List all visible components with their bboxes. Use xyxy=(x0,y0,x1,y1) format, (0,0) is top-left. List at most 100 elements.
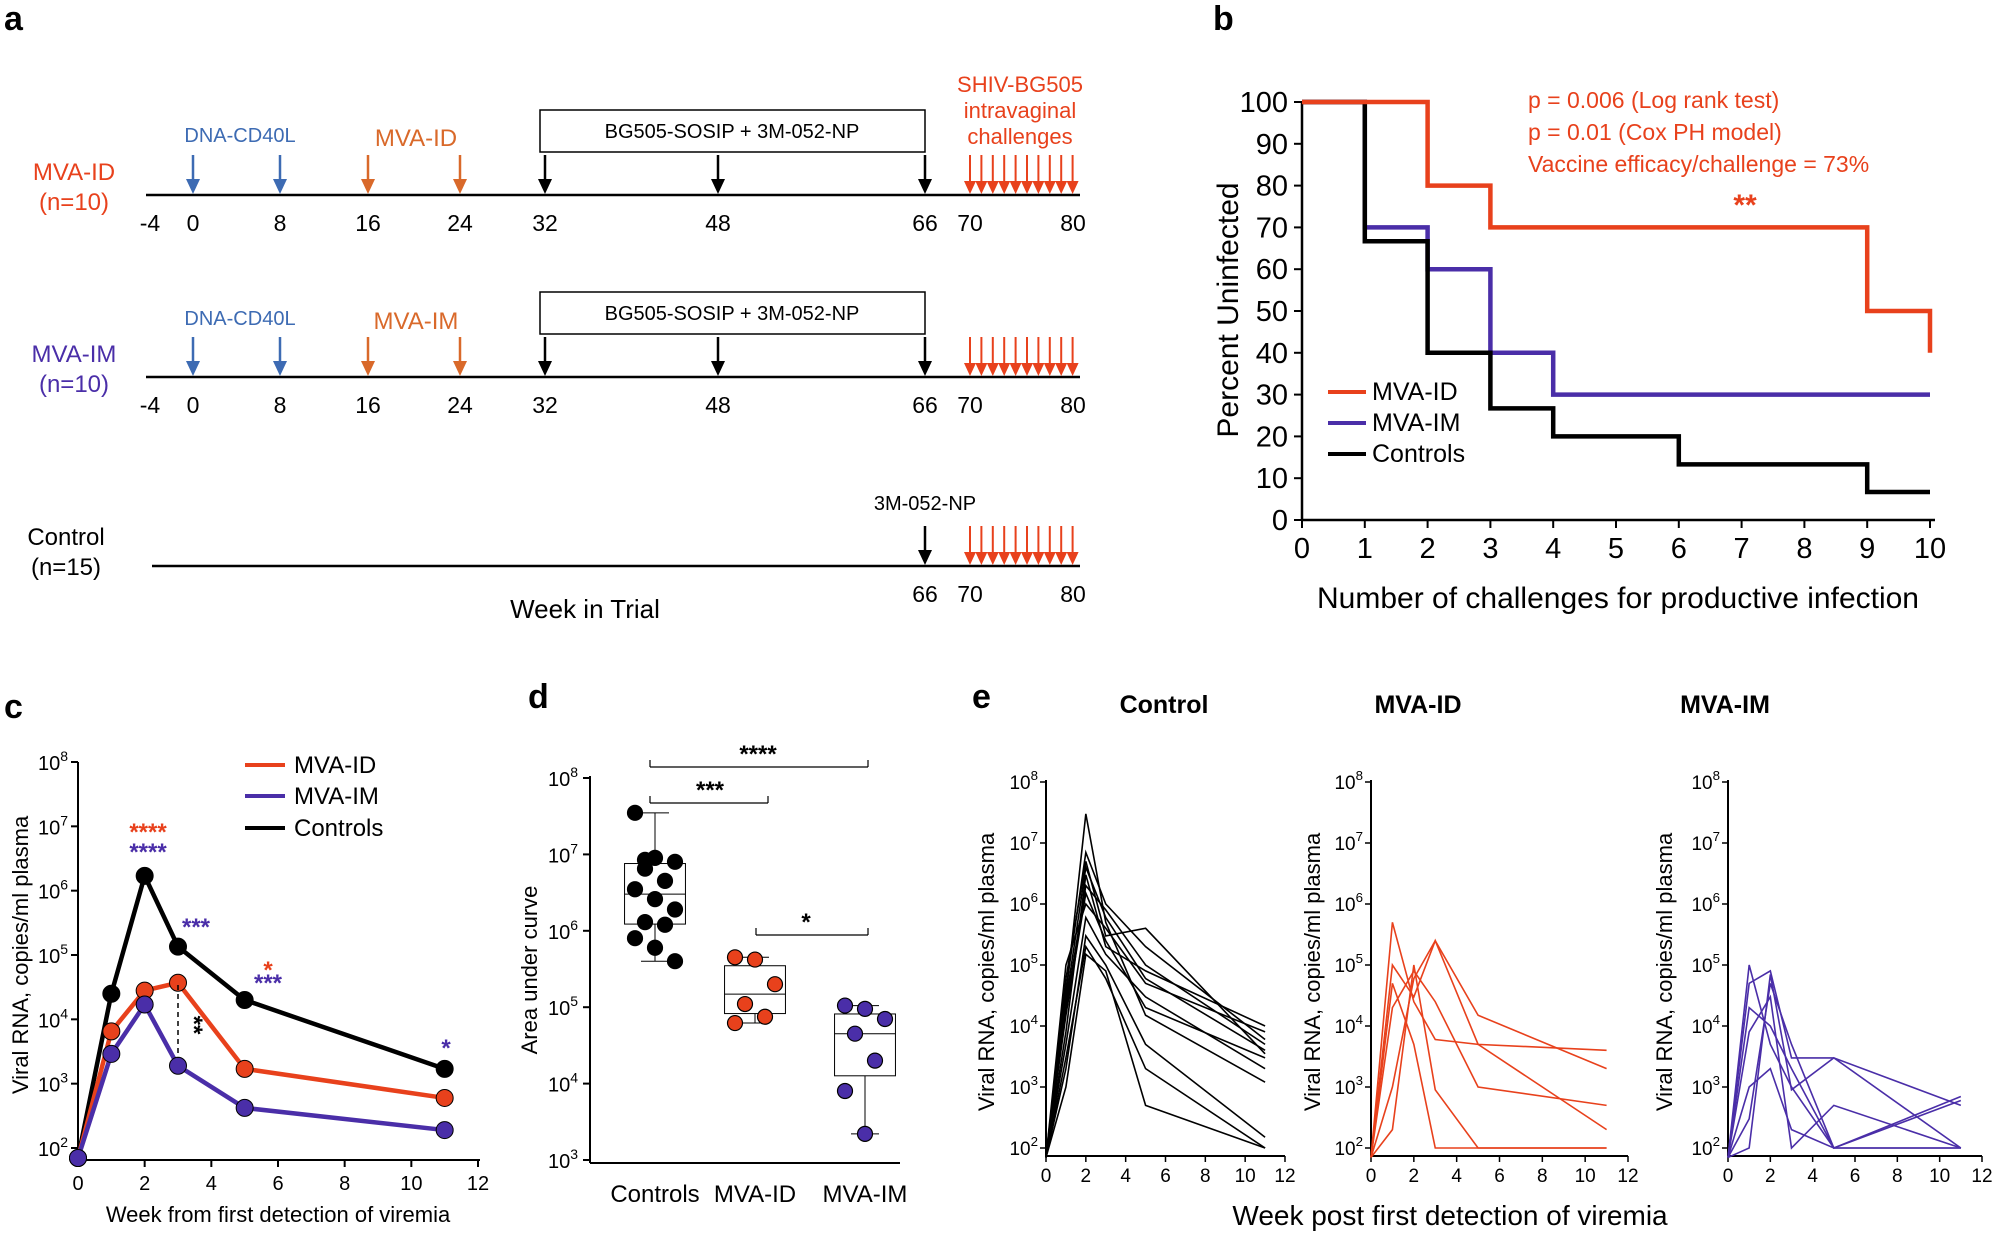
legend-label-controls: Controls xyxy=(1372,440,1465,468)
protein-arrow-head xyxy=(538,179,552,194)
x-tick-label: 12 xyxy=(1274,1166,1295,1187)
row-label-mva-id: MVA-ID xyxy=(33,159,115,186)
arrows xyxy=(186,155,1079,194)
y-tick-label: 106 xyxy=(1334,890,1363,916)
data-point xyxy=(726,949,744,966)
x-tick-label: 1 xyxy=(1357,533,1373,565)
mva-arrow-head xyxy=(361,361,375,376)
x-tick-label: 4 xyxy=(1807,1166,1818,1187)
data-point xyxy=(235,990,254,1009)
x-tick-label: 6 xyxy=(1494,1166,1505,1187)
challenge-arrow-head xyxy=(964,552,976,565)
protein-box xyxy=(539,291,926,335)
stars-week5-mva-id: * xyxy=(263,957,273,984)
y-tick-label: 108 xyxy=(1334,768,1363,794)
subplot-control: 102 103 104 105 106 107 108 0 2 4 6 8 10 12 xyxy=(1009,768,1295,1187)
week-tick-label: 24 xyxy=(447,210,473,236)
challenge-label-2: intravaginal xyxy=(964,98,1077,123)
y-tick-label: 107 xyxy=(1009,829,1038,855)
panel-c-viral-load: 0 2 4 6 8 10 12 102 103 104 105 106 107 108 Viral RNA… xyxy=(8,748,489,1227)
legend-label-mva-im: MVA-IM xyxy=(294,783,379,810)
panel-label-b: b xyxy=(1213,0,1234,38)
y-tick-label: 103 xyxy=(1691,1073,1720,1099)
x-axis-label: Week post first detection of viremia xyxy=(1232,1200,1668,1231)
data-point xyxy=(435,1088,454,1107)
mva-arrow-head xyxy=(453,361,467,376)
row-label-control: Control xyxy=(27,524,104,551)
stars-week3-pair: ** xyxy=(180,1016,207,1035)
data-point xyxy=(636,913,654,931)
x-tick-label: 10 xyxy=(1914,533,1946,565)
y-tick-label: 10 xyxy=(1256,463,1288,495)
challenge-arrow-head xyxy=(1021,363,1033,376)
y-tick-label: 102 xyxy=(1691,1134,1720,1160)
bracket-mva-id-vs-mva-im xyxy=(755,928,869,936)
dna-arrow-head xyxy=(186,179,200,194)
row-n-mva-id: (n=10) xyxy=(39,189,109,216)
protein-label: BG505-SOSIP + 3M-052-NP xyxy=(605,303,860,325)
x-tick-label: 6 xyxy=(1160,1166,1171,1187)
challenge-arrow-head xyxy=(1055,181,1068,194)
x-tick-label: 8 xyxy=(1200,1166,1211,1187)
arrows xyxy=(918,526,1079,565)
x-tick-label: 8 xyxy=(1537,1166,1548,1187)
data-point xyxy=(726,1014,744,1032)
challenge-arrow-head xyxy=(1066,181,1079,194)
data-point xyxy=(666,953,684,970)
subplot-title-mva-im: MVA-IM xyxy=(1680,691,1770,719)
y-axis-label-mva-im: Viral RNA, copies/ml plasma xyxy=(1652,832,1677,1111)
data-point xyxy=(666,901,684,918)
y-tick-label: 104 xyxy=(1334,1012,1363,1038)
week-tick-label: 80 xyxy=(1060,581,1086,607)
data-point xyxy=(626,881,644,898)
week-tick-label: 70 xyxy=(957,210,983,236)
axis-ticks: 0 2 4 6 8 10 12 102 103 104 105 106 107 108 xyxy=(38,748,489,1195)
week-tick-label: 0 xyxy=(187,392,200,418)
y-axis-label-mva-id: Viral RNA, copies/ml plasma xyxy=(1300,832,1325,1111)
challenge-arrow-head xyxy=(975,181,988,194)
animal-trajectory xyxy=(1727,994,1962,1158)
x-tick-label: 2 xyxy=(1081,1166,1092,1187)
animal-trajectory xyxy=(1727,974,1962,1159)
challenge-arrow-head xyxy=(1066,552,1079,565)
y-tick-label: 105 xyxy=(1691,951,1720,977)
y-tick-label: 102 xyxy=(38,1134,68,1161)
adjuvant-label: 3M-052-NP xyxy=(874,493,976,515)
y-tick-label: 105 xyxy=(1334,951,1363,977)
legend-label-mva-im: MVA-IM xyxy=(1372,409,1460,437)
challenge-arrow-head xyxy=(1066,363,1079,376)
animal-trajectory xyxy=(1045,849,1266,1158)
data-point xyxy=(736,995,754,1013)
week-tick-label: 24 xyxy=(447,392,473,418)
x-tick-label: 12 xyxy=(1971,1166,1992,1187)
challenge-label-1: SHIV-BG505 xyxy=(957,72,1083,97)
protein-arrow-head xyxy=(918,361,932,376)
y-tick-label: 105 xyxy=(548,993,578,1020)
animal-trajectory xyxy=(1370,922,1608,1158)
week-tick-label: 48 xyxy=(705,392,731,418)
annotation-efficacy: Vaccine efficacy/challenge = 73% xyxy=(1528,151,1869,177)
legend: MVA-ID MVA-IM Controls xyxy=(245,752,383,842)
x-tick-label: 2 xyxy=(1420,533,1436,565)
data-point xyxy=(169,1056,187,1075)
animal-trajectory xyxy=(1045,874,1266,1158)
week-tick-label: 16 xyxy=(355,210,381,236)
dna-arrow-head xyxy=(186,361,200,376)
x-tick-label: 3 xyxy=(1482,533,1498,565)
challenge-arrow-head xyxy=(1032,363,1045,376)
bracket-stars-2: *** xyxy=(696,777,725,804)
x-tick-label: 6 xyxy=(1671,533,1687,565)
survival-curves xyxy=(1302,99,1933,495)
protein-arrow-head xyxy=(538,361,552,376)
y-tick-label: 108 xyxy=(38,748,68,775)
animal-trajectory xyxy=(1045,915,1266,1158)
y-tick-label: 105 xyxy=(1009,951,1038,977)
data-point xyxy=(666,853,684,870)
y-axis-label: Percent Uninfected xyxy=(1212,182,1245,437)
x-tick-label: 9 xyxy=(1859,533,1875,565)
y-tick-label: 106 xyxy=(38,877,68,904)
animal-trajectory xyxy=(1370,969,1607,1158)
challenge-arrow-head xyxy=(1009,181,1022,194)
challenge-arrow-head xyxy=(1032,552,1045,565)
